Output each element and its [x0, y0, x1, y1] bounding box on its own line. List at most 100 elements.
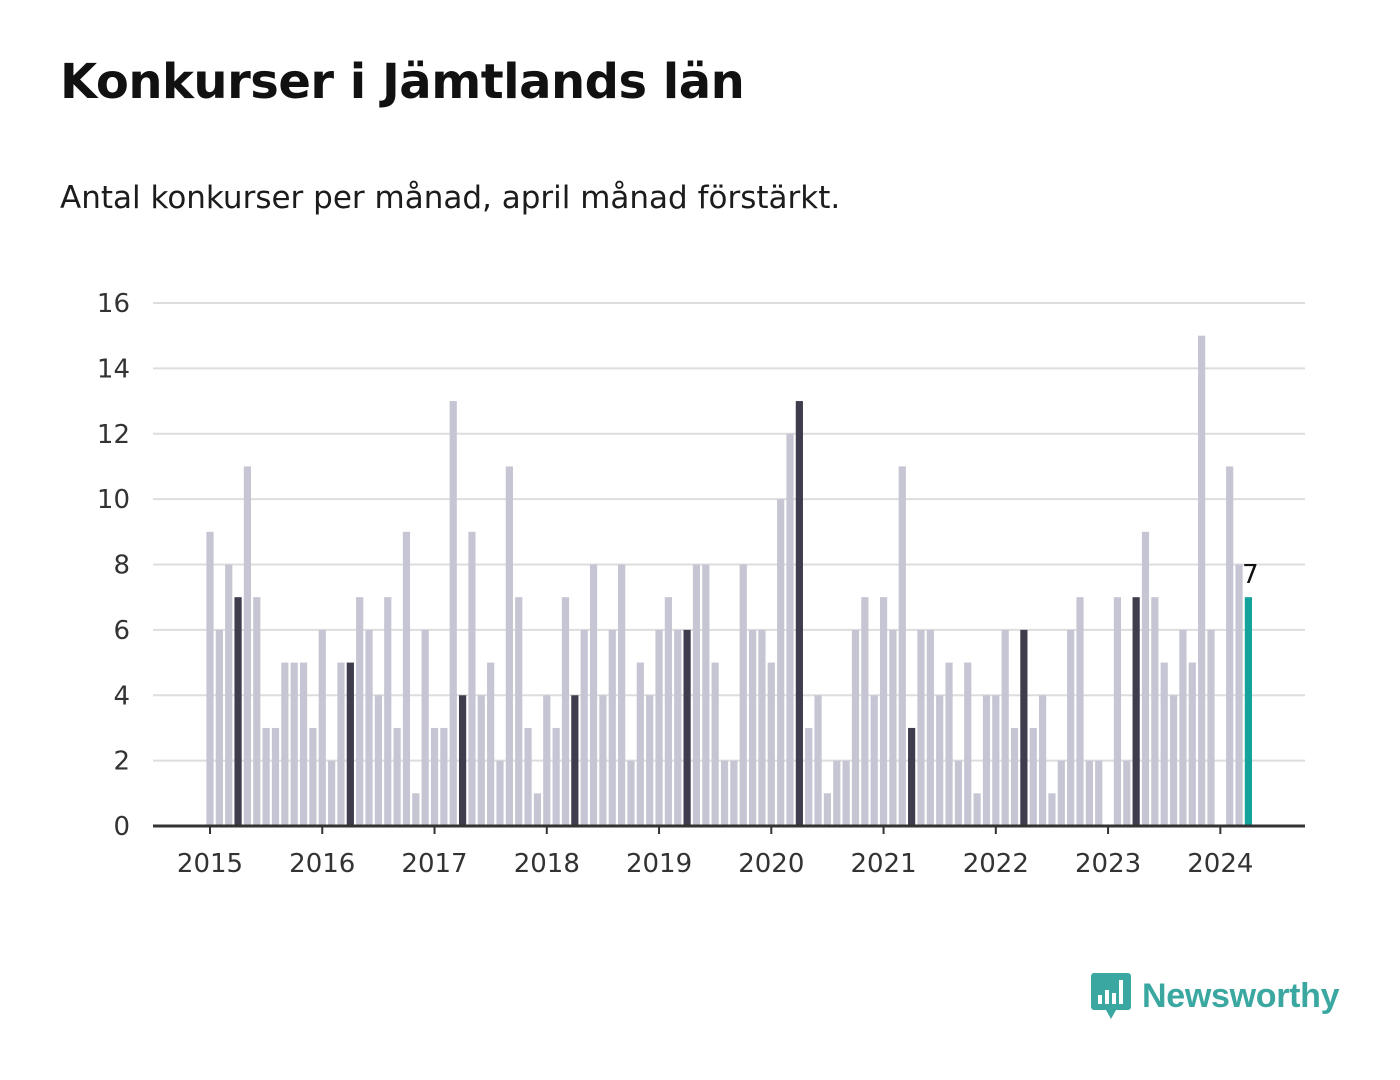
- bar: [384, 597, 392, 826]
- bar: [851, 629, 860, 826]
- bar: [1095, 760, 1103, 826]
- bar: [1188, 662, 1196, 826]
- bar: [664, 597, 672, 826]
- bar: [636, 662, 644, 826]
- bar: [908, 727, 916, 826]
- bar: [346, 662, 354, 826]
- bar: [917, 629, 925, 826]
- bar: [309, 727, 317, 826]
- bar: [318, 629, 326, 826]
- bar: [402, 531, 411, 826]
- bar: [1198, 335, 1206, 826]
- x-tick-label: 2019: [626, 849, 692, 879]
- bar: [599, 695, 607, 826]
- newsworthy-logo-icon: [1091, 973, 1131, 1019]
- bar: [458, 695, 467, 826]
- bar: [1010, 727, 1019, 826]
- bar: [524, 727, 532, 826]
- x-tick-label: 2024: [1187, 849, 1253, 879]
- bar: [271, 727, 280, 826]
- data-label: 7: [1242, 560, 1259, 590]
- y-tick-label: 10: [97, 485, 130, 515]
- bar: [1226, 466, 1234, 826]
- bar: [225, 564, 233, 826]
- gridlines: 0 2 4 6 8 10 12 14 16: [97, 289, 1305, 842]
- bar: [262, 727, 270, 826]
- bar: [683, 629, 691, 826]
- y-tick-label: 16: [97, 289, 130, 319]
- bar: [711, 662, 719, 826]
- bar: [964, 662, 972, 826]
- bar: [580, 629, 588, 826]
- bar: [926, 629, 934, 826]
- bar: [655, 629, 663, 826]
- brand-name: Newsworthy: [1142, 976, 1340, 1015]
- x-tick-label: 2022: [963, 849, 1029, 879]
- bar: [608, 629, 616, 826]
- bar: [777, 499, 785, 826]
- bar: [879, 597, 888, 826]
- bar: [674, 629, 682, 826]
- x-tick-label: 2020: [738, 849, 804, 879]
- bar: [477, 695, 485, 826]
- bar: [720, 760, 729, 826]
- bar: [449, 401, 457, 826]
- x-tick-label: 2021: [850, 849, 916, 879]
- bar: [861, 597, 869, 826]
- bar: [589, 564, 598, 826]
- bar: [627, 760, 635, 826]
- bar: [1141, 531, 1150, 826]
- bar: [1057, 760, 1065, 826]
- bar: [440, 727, 448, 826]
- bar: [1235, 564, 1243, 826]
- bar: [1244, 597, 1253, 826]
- bar: [739, 564, 747, 826]
- bar: [421, 629, 429, 826]
- bar: [328, 760, 336, 826]
- bar: [337, 662, 345, 826]
- data-labels: 7: [1242, 560, 1259, 590]
- bar: [234, 597, 242, 826]
- bar: [206, 531, 214, 826]
- y-tick-label: 8: [113, 551, 130, 581]
- bars: [206, 335, 1253, 826]
- y-tick-label: 2: [113, 747, 130, 777]
- bar: [1038, 695, 1047, 826]
- bar: [505, 466, 513, 826]
- bar: [786, 433, 794, 826]
- bar: [833, 760, 841, 826]
- bar: [936, 695, 944, 826]
- bar: [1048, 793, 1056, 826]
- bar: [748, 629, 757, 826]
- bar: [973, 793, 981, 826]
- x-tick-label: 2016: [289, 849, 355, 879]
- bar: [1029, 727, 1037, 826]
- bar: [571, 695, 579, 826]
- bar: [468, 531, 476, 826]
- x-axis: 2015 2016 2017 2018 2019 2020 2021 2022 2023 2024: [153, 824, 1305, 879]
- bar: [730, 760, 738, 826]
- bar: [1001, 629, 1009, 826]
- x-tick-label: 2017: [401, 849, 467, 879]
- y-tick-label: 4: [113, 681, 130, 711]
- bar: [842, 760, 850, 826]
- bar: [243, 466, 252, 826]
- bar: [215, 629, 223, 826]
- bar: [1169, 695, 1178, 826]
- bar: [814, 695, 822, 826]
- bar: [1207, 629, 1215, 826]
- bar: [618, 564, 626, 826]
- bar: [702, 564, 710, 826]
- bar: [290, 662, 298, 826]
- bar: [898, 466, 906, 826]
- y-tick-label: 12: [97, 420, 130, 450]
- newsworthy-brand[interactable]: Newsworthy: [1090, 970, 1340, 1022]
- bar: [393, 727, 401, 826]
- bar: [281, 662, 289, 826]
- y-tick-label: 0: [113, 812, 130, 842]
- x-tick-label: 2023: [1075, 849, 1141, 879]
- bar: [1123, 760, 1131, 826]
- bar: [954, 760, 962, 826]
- bar: [1085, 760, 1093, 826]
